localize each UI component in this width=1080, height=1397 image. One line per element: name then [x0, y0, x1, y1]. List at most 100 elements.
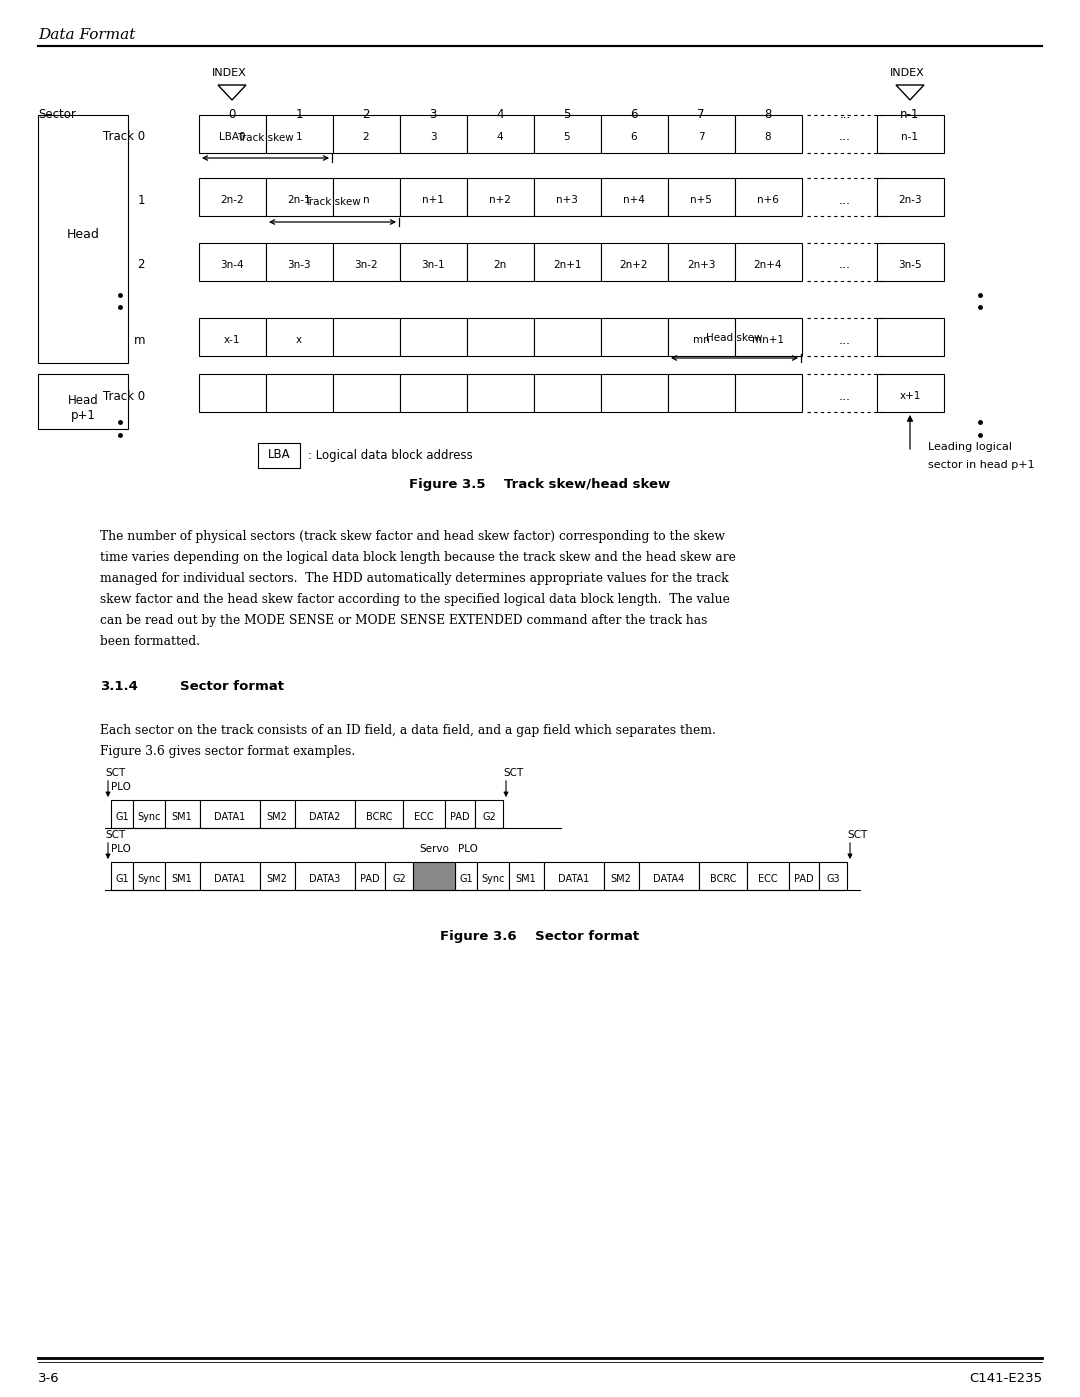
Text: 2n+2: 2n+2 — [620, 260, 648, 270]
Text: The number of physical sectors (track skew factor and head skew factor) correspo: The number of physical sectors (track sk… — [100, 529, 725, 543]
Bar — [295, 800, 355, 828]
Text: Track skew: Track skew — [237, 133, 294, 142]
Bar — [200, 800, 260, 828]
Bar — [735, 319, 802, 356]
Text: 6: 6 — [631, 131, 637, 142]
Bar — [735, 115, 802, 154]
Bar — [669, 374, 735, 412]
Bar — [133, 862, 165, 890]
Text: Sector: Sector — [38, 108, 76, 122]
Text: PAD: PAD — [794, 875, 814, 884]
Text: 3n-3: 3n-3 — [287, 260, 311, 270]
Bar — [400, 374, 467, 412]
Text: BCRC: BCRC — [366, 812, 392, 821]
Bar — [266, 243, 333, 281]
Bar — [200, 862, 260, 890]
Bar — [199, 374, 266, 412]
Text: 3n-2: 3n-2 — [354, 260, 378, 270]
Text: Figure 3.6 gives sector format examples.: Figure 3.6 gives sector format examples. — [100, 745, 355, 759]
Text: n+1: n+1 — [422, 196, 444, 205]
Bar — [199, 319, 266, 356]
Bar — [534, 177, 600, 217]
Bar — [467, 319, 534, 356]
Bar — [735, 243, 802, 281]
Bar — [467, 243, 534, 281]
Text: 6: 6 — [631, 108, 638, 122]
Bar — [600, 319, 669, 356]
Bar — [534, 115, 600, 154]
Bar — [467, 115, 534, 154]
Text: 4: 4 — [496, 108, 503, 122]
Text: PAD: PAD — [361, 875, 380, 884]
Bar — [509, 862, 544, 890]
Text: n+2: n+2 — [489, 196, 511, 205]
Bar — [467, 177, 534, 217]
Text: G1: G1 — [459, 875, 473, 884]
Text: 2n-3: 2n-3 — [899, 196, 922, 205]
Text: DATA2: DATA2 — [309, 812, 340, 821]
Text: 8: 8 — [765, 108, 772, 122]
Text: n-1: n-1 — [902, 131, 918, 142]
Bar — [38, 374, 129, 429]
Bar — [877, 115, 944, 154]
Text: ...: ... — [839, 334, 851, 346]
Bar — [111, 800, 133, 828]
Text: INDEX: INDEX — [890, 68, 924, 78]
Text: 2: 2 — [363, 131, 369, 142]
Bar — [400, 115, 467, 154]
Text: 1: 1 — [296, 131, 302, 142]
Bar — [455, 862, 477, 890]
Bar — [333, 319, 400, 356]
Text: Sector format: Sector format — [180, 680, 284, 693]
Bar — [534, 243, 600, 281]
Bar — [669, 319, 735, 356]
Text: sector in head p+1: sector in head p+1 — [928, 460, 1035, 469]
Bar — [266, 319, 333, 356]
Text: mn: mn — [692, 335, 710, 345]
Text: DATA1: DATA1 — [558, 875, 590, 884]
Text: 2n-2: 2n-2 — [220, 196, 244, 205]
Text: 3: 3 — [430, 108, 436, 122]
Text: INDEX: INDEX — [212, 68, 246, 78]
Bar — [400, 243, 467, 281]
Text: Leading logical: Leading logical — [928, 441, 1012, 453]
Bar — [199, 177, 266, 217]
Text: n+5: n+5 — [690, 196, 712, 205]
Text: Each sector on the track consists of an ID field, a data field, and a gap field : Each sector on the track consists of an … — [100, 724, 716, 738]
Text: ...: ... — [839, 194, 851, 207]
Text: Head: Head — [67, 228, 99, 240]
Text: ECC: ECC — [415, 812, 434, 821]
Text: DATA1: DATA1 — [214, 812, 245, 821]
Text: 1: 1 — [137, 194, 145, 207]
Bar — [400, 177, 467, 217]
Text: Sync: Sync — [137, 875, 161, 884]
Bar — [669, 115, 735, 154]
Text: DATA3: DATA3 — [309, 875, 340, 884]
Bar — [669, 243, 735, 281]
Bar — [258, 443, 300, 468]
Text: LBA: LBA — [268, 448, 291, 461]
Text: : Logical data block address: : Logical data block address — [308, 448, 473, 461]
Text: skew factor and the head skew factor according to the specified logical data blo: skew factor and the head skew factor acc… — [100, 592, 730, 606]
Bar — [877, 243, 944, 281]
Text: SM1: SM1 — [172, 812, 192, 821]
Text: ...: ... — [839, 108, 851, 122]
Bar — [333, 243, 400, 281]
Bar — [789, 862, 819, 890]
Text: 2: 2 — [362, 108, 369, 122]
Text: LBA0: LBA0 — [219, 131, 245, 142]
Text: 3n-4: 3n-4 — [220, 260, 244, 270]
Bar — [413, 862, 455, 890]
Text: 3n-1: 3n-1 — [421, 260, 445, 270]
Text: x: x — [296, 335, 302, 345]
Text: DATA4: DATA4 — [653, 875, 685, 884]
Bar — [735, 374, 802, 412]
Bar — [534, 319, 600, 356]
Text: 1: 1 — [295, 108, 302, 122]
Bar — [400, 319, 467, 356]
Text: SM1: SM1 — [172, 875, 192, 884]
Text: 2: 2 — [137, 258, 145, 271]
Text: mn+1: mn+1 — [752, 335, 784, 345]
Text: x+1: x+1 — [900, 391, 920, 401]
Bar — [877, 374, 944, 412]
